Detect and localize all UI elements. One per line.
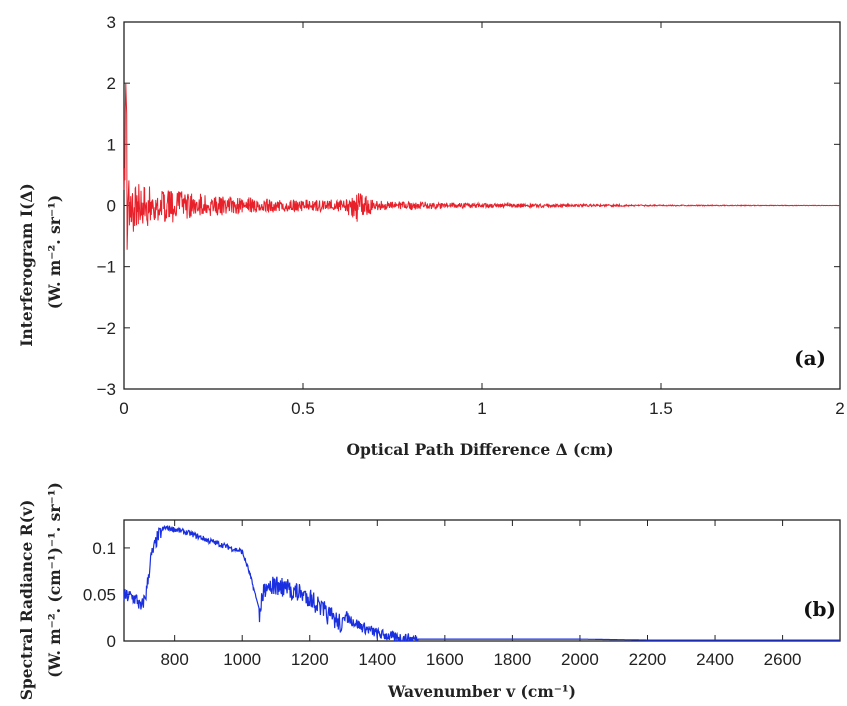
y-tick-label-a: −1 (97, 258, 116, 277)
x-axis-label-b: Wavenumber v (cm⁻¹) (387, 682, 576, 701)
x-ticks-a: 0 0.5 1 1.5 2 (119, 22, 845, 418)
panel-b: 0 0.05 0.1 800 1000 1200 1400 1600 1800 2000 2200… (17, 482, 841, 701)
y-tick-label-b: 0.1 (92, 539, 116, 558)
x-tick-label-a: 1.5 (649, 399, 673, 418)
x-tick-label-b: 2200 (629, 650, 667, 669)
x-tick-label-b: 1200 (291, 650, 329, 669)
x-tick-label-a: 2 (835, 399, 844, 418)
x-tick-label-b: 2400 (696, 650, 734, 669)
x-tick-label-b: 2600 (764, 650, 802, 669)
x-tick-label-b: 1600 (426, 650, 464, 669)
x-tick-label-a: 0.5 (291, 399, 315, 418)
x-tick-label-b: 1000 (223, 650, 261, 669)
y-ticks-a: −3 −2 −1 0 1 2 3 (97, 13, 840, 399)
x-tick-label-a: 0 (119, 399, 128, 418)
y-tick-label-a: 2 (107, 74, 116, 93)
y-tick-label-b: 0 (107, 632, 116, 651)
plot-area-b (123, 519, 841, 642)
x-tick-label-b: 1400 (358, 650, 396, 669)
y-axis-label-a-line1: Interferogram I(Δ) (17, 183, 36, 347)
y-tick-label-a: 3 (107, 13, 116, 32)
y-axis-label-a-line2: (W. m⁻². sr⁻¹) (45, 195, 64, 309)
y-tick-label-a: 1 (107, 135, 116, 154)
y-ticks-b: 0 0.05 0.1 (83, 539, 130, 651)
panel-label-b: (b) (803, 597, 836, 621)
y-axis-label-b-line1: Spectral Radiance R(v) (17, 500, 36, 701)
x-tick-label-a: 1 (477, 399, 486, 418)
x-ticks-b: 800 1000 1200 1400 1600 1800 2000 2200 2400 2600 (160, 520, 801, 669)
x-axis-label-a: Optical Path Difference Δ (cm) (346, 440, 613, 459)
x-tick-label-b: 1800 (493, 650, 531, 669)
y-axis-label-b-line2: (W. m⁻². (cm⁻¹)⁻¹. sr⁻¹) (45, 482, 64, 678)
y-tick-label-a: 0 (107, 197, 116, 216)
y-tick-label-a: −3 (97, 380, 116, 399)
x-tick-label-b: 800 (160, 650, 188, 669)
y-tick-label-a: −2 (97, 319, 116, 338)
panel-a: −3 −2 −1 0 1 2 3 0 0.5 1 1.5 2 Optical Path Differ… (17, 13, 845, 459)
series-line-b (123, 524, 840, 642)
y-tick-label-b: 0.05 (83, 585, 116, 604)
x-tick-label-b: 2000 (561, 650, 599, 669)
series-line-a (123, 83, 841, 250)
panel-label-a: (a) (794, 346, 826, 370)
